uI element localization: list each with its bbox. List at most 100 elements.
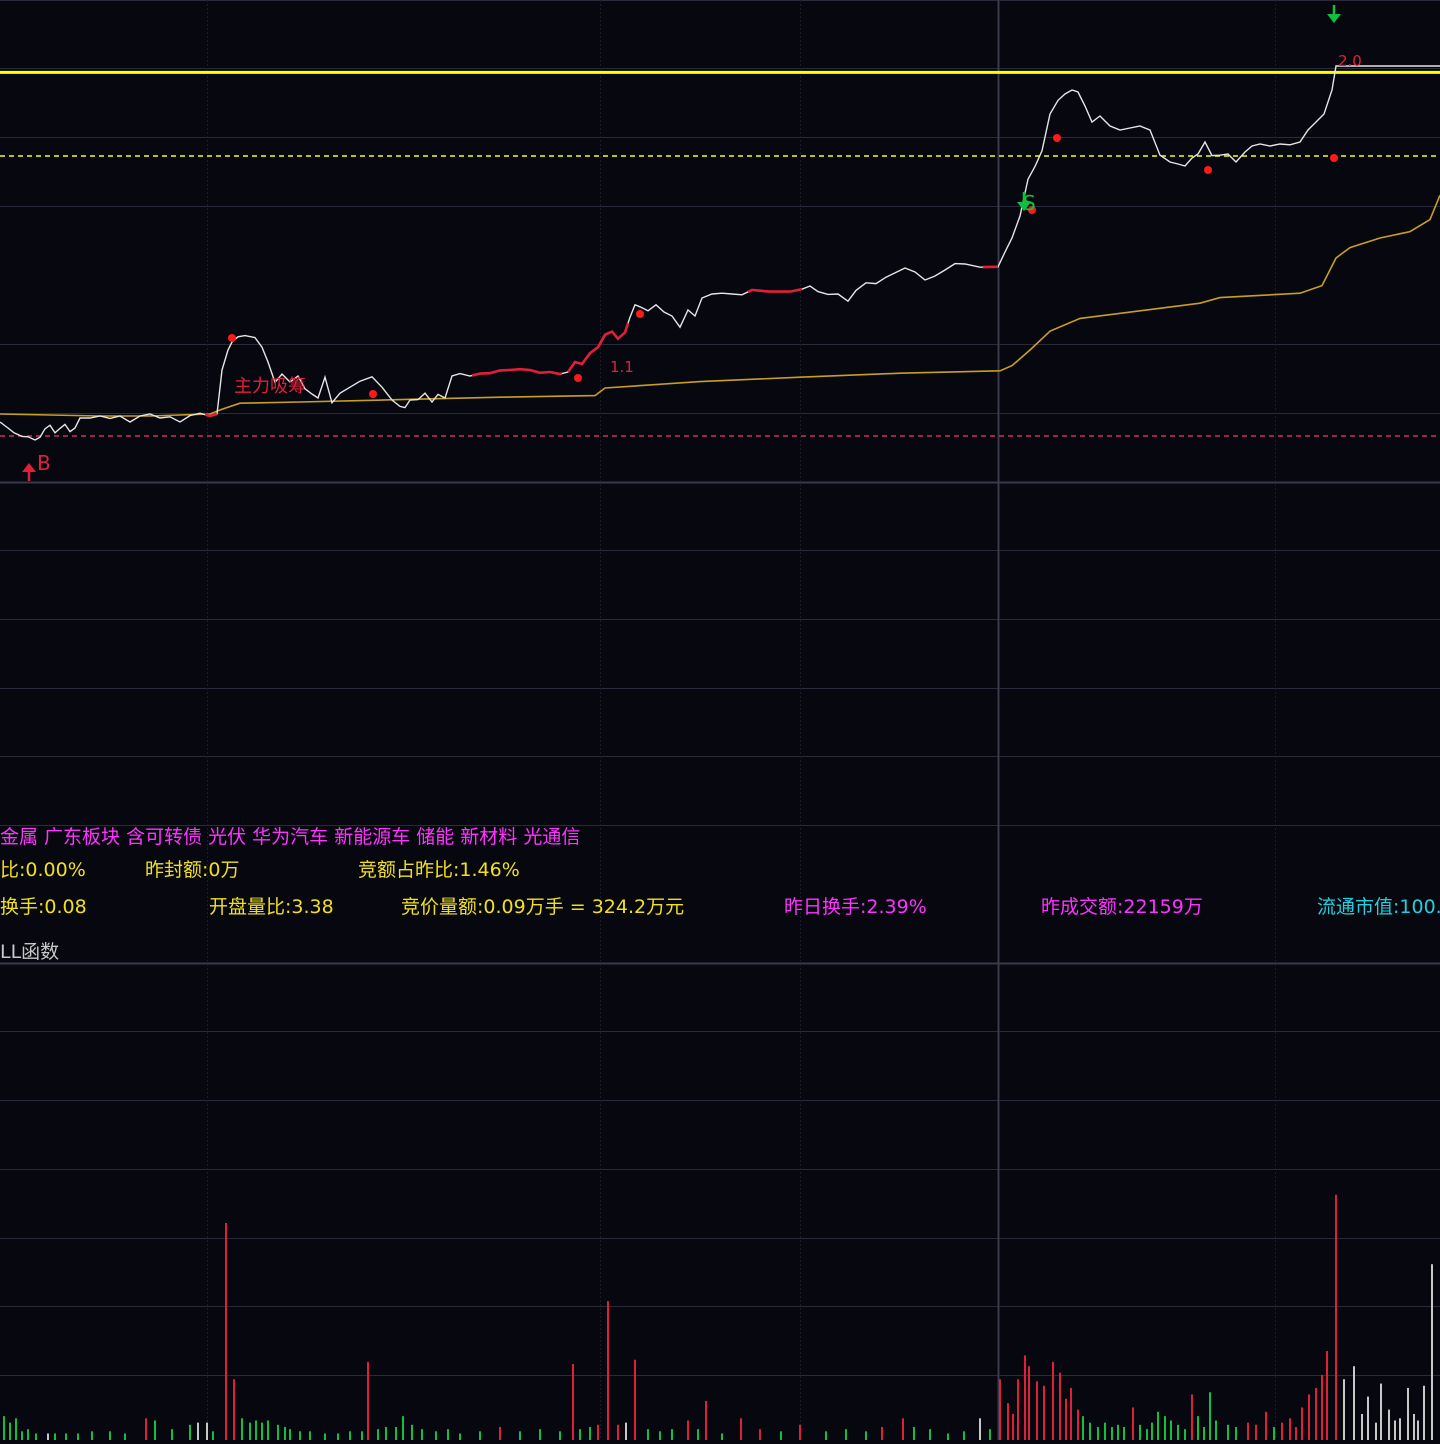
buy-signal[interactable]: B: [22, 451, 51, 481]
volume-bar: [825, 1431, 827, 1440]
signal-dot: [228, 334, 236, 342]
volume-bar: [1191, 1394, 1193, 1440]
volume-bar: [1265, 1412, 1267, 1440]
volume-bar: [1273, 1427, 1275, 1440]
auction-ratio: 竞额占昨比:1.46%: [358, 855, 520, 882]
volume-bar: [1028, 1366, 1030, 1440]
volume-bar: [1227, 1425, 1229, 1440]
volume-bar: [559, 1431, 561, 1440]
volume-bar: [447, 1429, 449, 1440]
prev-amount: 昨成交额:22159万: [1041, 892, 1203, 919]
volume-bar: [589, 1427, 591, 1440]
volume-bar: [91, 1431, 93, 1440]
volume-bar: [206, 1423, 208, 1440]
turnover: 换手:0.08: [0, 892, 87, 919]
volume-bar: [999, 1379, 1001, 1440]
volume-bar: [687, 1420, 689, 1440]
signal-dot: [369, 390, 377, 398]
volume-bar: [284, 1427, 286, 1440]
volume-bar: [385, 1427, 387, 1440]
open-volume-ratio: 开盘量比:3.38: [209, 892, 334, 919]
volume-bar: [1388, 1410, 1390, 1440]
volume-bar: [261, 1423, 263, 1440]
volume-bar: [402, 1416, 404, 1440]
volume-bar: [1052, 1362, 1054, 1440]
volume-bar: [77, 1433, 79, 1440]
price-highlight-segment: [748, 289, 802, 292]
volume-bar: [267, 1420, 269, 1440]
volume-bar: [1024, 1355, 1026, 1440]
volume-bar: [249, 1423, 251, 1440]
volume-bar: [759, 1429, 761, 1440]
volume-bar: [1043, 1386, 1045, 1440]
volume-bar: [395, 1427, 397, 1440]
volume-bar: [634, 1360, 636, 1440]
volume-bar: [902, 1418, 904, 1440]
volume-bar: [124, 1433, 126, 1440]
volume-bar: [1407, 1388, 1409, 1440]
volume-bar: [1431, 1264, 1433, 1440]
auction-volume: 竞价量额:0.09万手 = 324.2万元: [401, 892, 684, 919]
volume-bar: [435, 1431, 437, 1440]
volume-bar: [1082, 1416, 1084, 1440]
volume-bar: [963, 1431, 965, 1440]
volume-bar: [171, 1429, 173, 1440]
volume-bar: [1326, 1351, 1328, 1440]
signal-dot: [574, 374, 582, 382]
volume-bar: [3, 1416, 5, 1440]
volume-bar: [947, 1433, 949, 1440]
volume-bar: [1104, 1423, 1106, 1440]
price-lines: [0, 66, 1440, 440]
prev-turnover: 昨日换手:2.39%: [784, 892, 927, 919]
volume-bar: [1308, 1394, 1310, 1440]
volume-bar: [324, 1433, 326, 1440]
volume-bar: [411, 1425, 413, 1440]
volume-bar: [1399, 1418, 1401, 1440]
volume-bar: [47, 1433, 49, 1440]
volume-bar: [845, 1429, 847, 1440]
signal-dots: [228, 134, 1338, 398]
volume-bar: [597, 1425, 599, 1440]
volume-bar: [1132, 1407, 1134, 1440]
volume-bar: [1089, 1423, 1091, 1440]
volume-bar: [1197, 1416, 1199, 1440]
volume-bar: [579, 1429, 581, 1440]
volume-bar: [1184, 1429, 1186, 1440]
volume-bar: [367, 1362, 369, 1440]
volume-bar: [15, 1418, 17, 1440]
volume-bar: [1111, 1427, 1113, 1440]
sell-signal[interactable]: S: [1017, 191, 1036, 215]
volume-bar: [1077, 1410, 1079, 1440]
volume-bar: [361, 1431, 363, 1440]
top-sell-arrow[interactable]: [1327, 5, 1341, 23]
volume-bar: [1209, 1392, 1211, 1440]
float-cap: 流通市值:100.: [1317, 892, 1440, 919]
volume-bars: [3, 1195, 1433, 1440]
volume-bar: [421, 1429, 423, 1440]
volume-bar: [1423, 1386, 1425, 1440]
volume-bar: [479, 1431, 481, 1440]
volume-bar: [865, 1431, 867, 1440]
volume-bar: [1289, 1418, 1291, 1440]
signal-dot: [636, 310, 644, 318]
volume-bar: [740, 1418, 742, 1440]
volume-bar: [1139, 1425, 1141, 1440]
volume-bar: [1007, 1403, 1009, 1440]
volume-bar: [697, 1429, 699, 1440]
volume-bar: [241, 1418, 243, 1440]
volume-bar: [1215, 1420, 1217, 1440]
volume-bar: [1070, 1388, 1072, 1440]
volume-bar: [799, 1425, 801, 1440]
volume-bar: [1247, 1423, 1249, 1440]
volume-bar: [671, 1429, 673, 1440]
volume-bar: [1295, 1427, 1297, 1440]
volume-bar: [1394, 1420, 1396, 1440]
volume-bar: [1065, 1399, 1067, 1440]
volume-bar: [929, 1429, 931, 1440]
volume-bar: [1367, 1397, 1369, 1440]
sector-tags: 金属 广东板块 含可转债 光伏 华为汽车 新能源车 储能 新材料 光通信: [0, 822, 580, 849]
volume-bar: [21, 1431, 23, 1440]
